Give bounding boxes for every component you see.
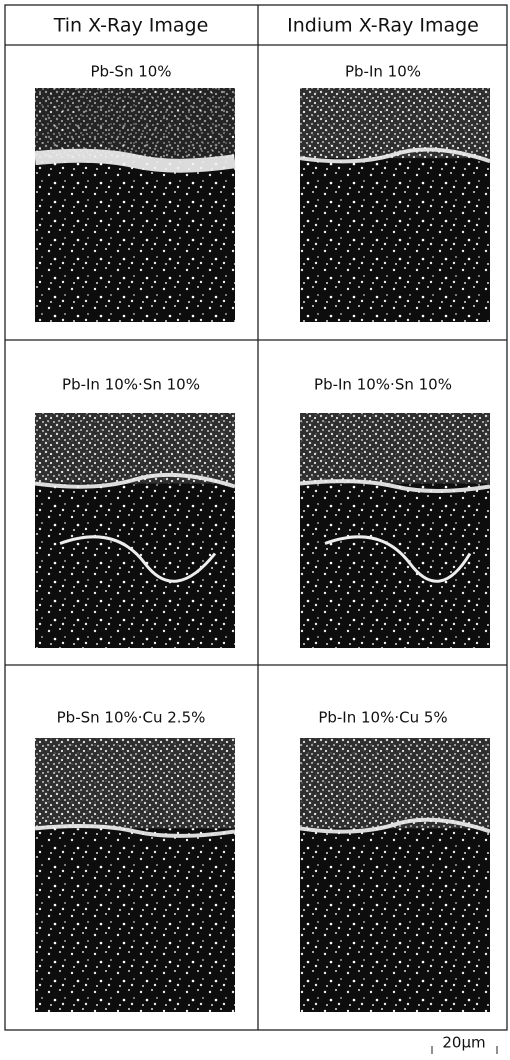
figure: Tin X-Ray Image Indium X-Ray Image 20μm … — [0, 0, 510, 1060]
xray-image — [300, 88, 490, 322]
xray-image — [35, 738, 235, 1012]
sample-label: Pb-In 10% — [345, 63, 421, 81]
xray-image — [300, 413, 490, 648]
sample-label: Pb-In 10%·Cu 5% — [318, 709, 447, 727]
upper-region — [35, 88, 235, 158]
xray-image — [300, 738, 490, 1012]
upper-region — [300, 413, 490, 484]
column-header: Indium X-Ray Image — [287, 15, 479, 37]
upper-region — [300, 88, 490, 158]
scale-bar-label: 20μm — [442, 1034, 485, 1052]
sample-label: Pb-Sn 10%·Cu 2.5% — [57, 709, 206, 727]
column-header: Tin X-Ray Image — [53, 15, 209, 37]
upper-region — [35, 413, 235, 484]
xray-image — [35, 413, 235, 648]
xray-image — [35, 88, 235, 322]
upper-region — [35, 738, 235, 828]
upper-region — [300, 738, 490, 828]
sample-label: Pb-In 10%·Sn 10% — [62, 376, 200, 394]
sample-label: Pb-In 10%·Sn 10% — [314, 376, 452, 394]
sample-label: Pb-Sn 10% — [90, 63, 171, 81]
